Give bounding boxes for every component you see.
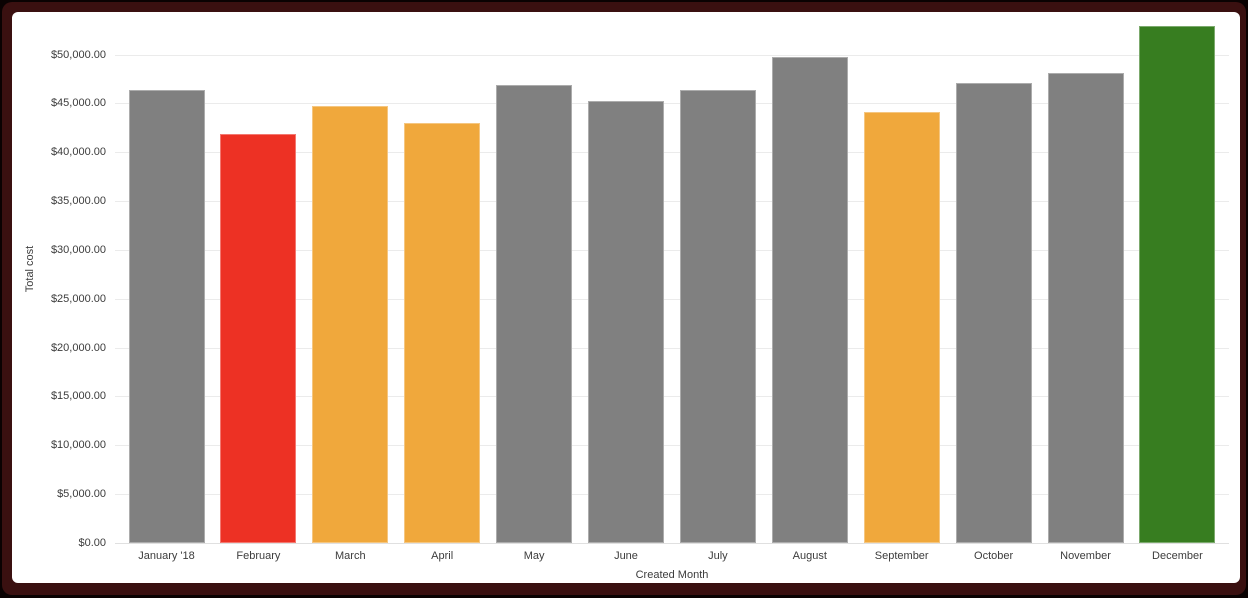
- bar-december[interactable]: [1139, 26, 1216, 543]
- gridline-30000: [115, 249, 1229, 251]
- bar-august[interactable]: [771, 56, 848, 543]
- x-tick-label: October: [974, 550, 1014, 562]
- y-tick-label: $20,000.00: [50, 341, 106, 354]
- gridline-50000: [115, 54, 1229, 56]
- y-tick-label: $40,000.00: [50, 146, 106, 159]
- gridline-45000: [115, 103, 1229, 105]
- bar-april[interactable]: [404, 122, 481, 543]
- gridline-0: [115, 543, 1229, 544]
- y-tick-label: $15,000.00: [50, 390, 106, 403]
- x-axis-title: Created Month: [635, 569, 709, 581]
- gridline-40000: [115, 152, 1229, 154]
- bar-july[interactable]: [679, 89, 756, 543]
- x-tick-label: July: [708, 550, 728, 562]
- bar-september[interactable]: [863, 112, 940, 543]
- x-axis-tick-labels: January '18 February March April May June July…: [12, 549, 1240, 563]
- y-tick-label: $0.00: [78, 537, 106, 549]
- gridline-20000: [115, 347, 1229, 349]
- bar-march[interactable]: [312, 106, 389, 543]
- gridline-15000: [115, 396, 1229, 398]
- bar-june[interactable]: [588, 100, 664, 543]
- x-tick-label: March: [335, 550, 366, 562]
- bar-january-18[interactable]: [128, 89, 205, 543]
- y-tick-label: $10,000.00: [50, 439, 106, 452]
- y-axis-tick-labels: $0.00 $5,000.00 $10,000.00 $15,000.00 $20,00…: [12, 14, 106, 549]
- y-tick-label: $25,000.00: [50, 292, 106, 305]
- x-tick-label: January '18: [138, 550, 195, 562]
- chart-card: Total cost $0.00 $5,000.00 $10,000.00 $15,0…: [12, 12, 1240, 583]
- bar-may[interactable]: [496, 84, 573, 543]
- gridline-35000: [115, 201, 1229, 203]
- y-tick-label: $50,000.00: [50, 48, 106, 61]
- y-tick-label: $45,000.00: [50, 97, 106, 110]
- y-tick-label: $30,000.00: [50, 243, 106, 256]
- plot-area: [115, 14, 1229, 544]
- gridline-25000: [115, 298, 1229, 300]
- x-tick-label: February: [236, 550, 281, 562]
- y-tick-label: $35,000.00: [50, 195, 106, 208]
- bar-february[interactable]: [220, 133, 297, 543]
- gridline-5000: [115, 494, 1229, 496]
- y-tick-label: $5,000.00: [57, 488, 106, 501]
- x-tick-label: April: [431, 550, 454, 562]
- x-tick-label: September: [874, 550, 929, 562]
- bar-november[interactable]: [1047, 73, 1124, 543]
- gridline-10000: [115, 445, 1229, 447]
- x-tick-label: August: [792, 550, 827, 562]
- bar-october[interactable]: [955, 82, 1032, 543]
- x-tick-label: November: [1060, 550, 1111, 562]
- x-tick-label: December: [1152, 550, 1203, 562]
- x-tick-label: May: [523, 550, 545, 562]
- x-tick-label: June: [614, 550, 638, 562]
